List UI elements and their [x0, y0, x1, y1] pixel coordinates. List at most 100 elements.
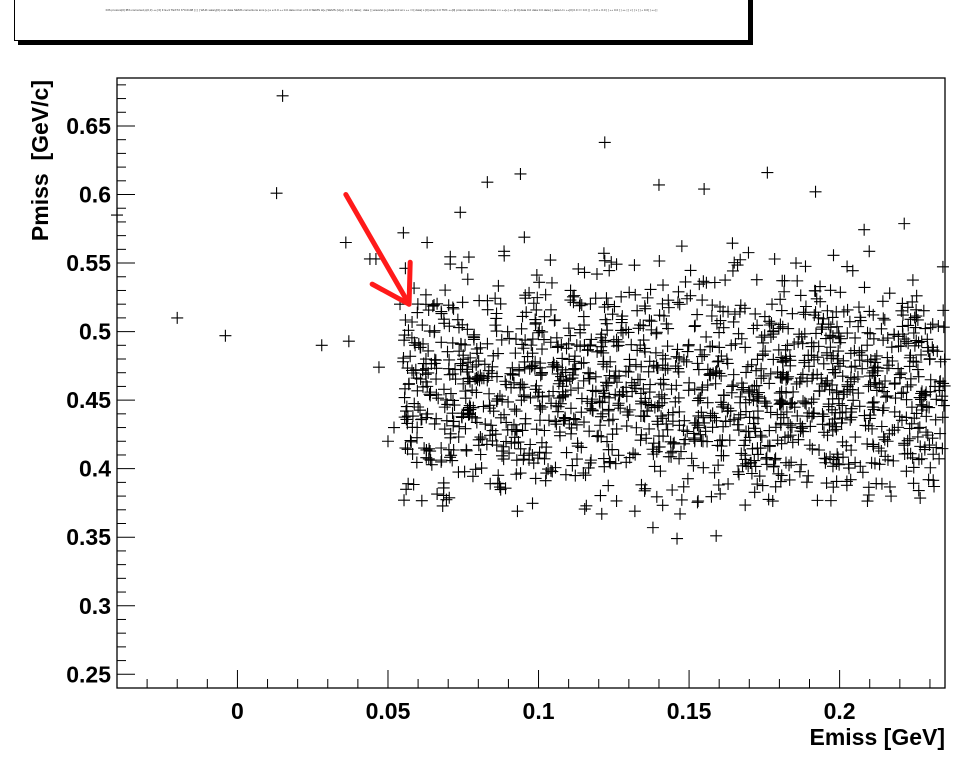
data-point: [629, 288, 642, 301]
data-point: [915, 398, 928, 411]
data-point: [849, 331, 862, 344]
data-point: [783, 350, 796, 363]
data-point: [401, 443, 414, 456]
data-point: [458, 465, 471, 478]
data-point: [691, 419, 704, 432]
data-point: [782, 322, 795, 335]
data-point: [759, 397, 772, 410]
data-point: [437, 476, 450, 489]
data-point: [481, 176, 494, 189]
data-point: [696, 381, 709, 394]
data-point: [755, 331, 768, 344]
data-point: [937, 399, 950, 412]
data-point: [678, 414, 691, 427]
data-point: [793, 328, 806, 341]
data-point: [830, 475, 843, 488]
data-point: [406, 410, 419, 423]
data-point: [412, 337, 425, 350]
data-point: [714, 314, 727, 327]
data-point: [858, 281, 871, 294]
data-point: [597, 247, 610, 260]
data-point: [885, 341, 898, 354]
data-point: [809, 327, 822, 340]
data-point: [865, 456, 878, 469]
data-point: [610, 376, 623, 389]
data-point: [411, 298, 424, 311]
data-point: [544, 336, 557, 349]
data-point: [837, 354, 850, 367]
data-point: [485, 419, 498, 432]
data-point: [808, 407, 821, 420]
data-point: [704, 409, 717, 422]
data-point: [701, 379, 714, 392]
data-point: [826, 311, 839, 324]
data-point: [898, 217, 911, 230]
data-point: [660, 317, 673, 330]
data-point: [763, 439, 776, 452]
data-point: [469, 463, 482, 476]
data-point: [928, 480, 941, 493]
data-point: [783, 473, 796, 486]
data-point: [924, 321, 937, 334]
data-point: [705, 490, 718, 503]
data-point: [660, 417, 673, 430]
data-point: [757, 369, 770, 382]
data-point: [866, 438, 879, 451]
data-point: [937, 304, 950, 317]
data-point: [584, 297, 597, 310]
data-point: [867, 395, 880, 408]
data-point: [866, 396, 879, 409]
data-point: [598, 301, 611, 314]
data-point: [629, 358, 642, 371]
data-point: [470, 416, 483, 429]
data-point: [689, 319, 702, 332]
data-point: [695, 350, 708, 363]
data-point: [869, 376, 882, 389]
data-point: [517, 453, 530, 466]
data-point: [776, 320, 789, 333]
data-point: [816, 418, 829, 431]
data-point: [566, 372, 579, 385]
data-point: [883, 427, 896, 440]
data-point: [472, 439, 485, 452]
data-point: [577, 310, 590, 323]
data-point: [649, 346, 662, 359]
data-point: [630, 421, 643, 434]
data-point: [752, 448, 765, 461]
data-point: [662, 294, 675, 307]
data-point: [672, 365, 685, 378]
data-point: [416, 380, 429, 393]
data-point: [790, 257, 803, 270]
data-point: [778, 285, 791, 298]
data-point: [851, 370, 864, 383]
data-point: [407, 366, 420, 379]
data-point: [795, 330, 808, 343]
data-point: [612, 335, 625, 348]
data-point: [910, 407, 923, 420]
data-point: [795, 422, 808, 435]
data-point: [593, 396, 606, 409]
data-point: [513, 364, 526, 377]
data-point: [706, 407, 719, 420]
data-point: [486, 434, 499, 447]
data-point: [675, 240, 688, 253]
data-point: [936, 442, 949, 455]
data-point: [644, 283, 657, 296]
data-point: [508, 403, 521, 416]
data-point: [466, 384, 479, 397]
data-point: [634, 318, 647, 331]
data-point: [692, 495, 705, 508]
data-point: [844, 473, 857, 486]
data-point: [622, 409, 635, 422]
data-point: [466, 470, 479, 483]
data-point: [713, 326, 726, 339]
data-point: [662, 450, 675, 463]
data-point: [422, 344, 435, 357]
data-point: [612, 399, 625, 412]
data-point: [406, 364, 419, 377]
data-point: [917, 304, 930, 317]
data-point: [631, 373, 644, 386]
data-point: [550, 418, 563, 431]
data-point: [600, 317, 613, 330]
data-point: [645, 323, 658, 336]
